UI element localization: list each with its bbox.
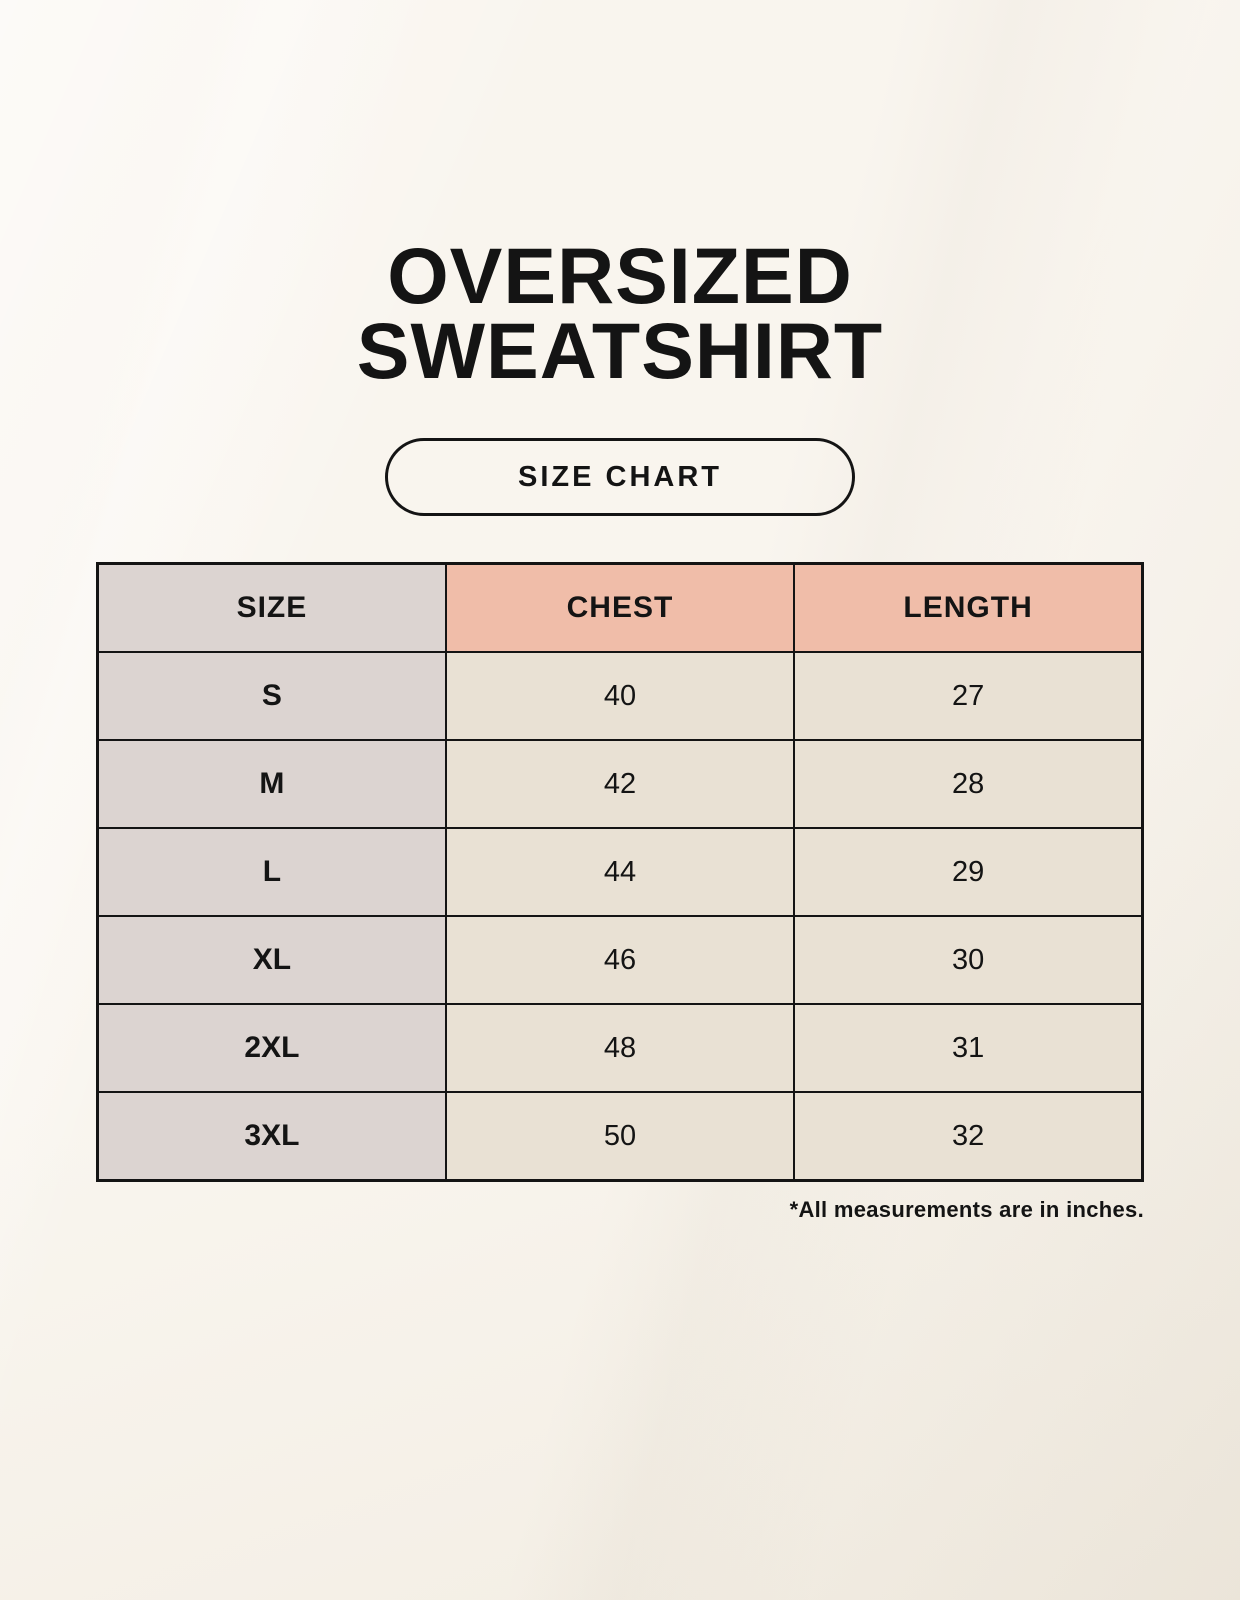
chest-value: 42 — [444, 739, 796, 830]
chest-value: 46 — [444, 915, 796, 1006]
size-label: XL — [96, 915, 447, 1006]
column-header-length: LENGTH — [793, 562, 1144, 654]
title-line-2: SWEATSHIRT — [356, 306, 884, 396]
size-label: M — [96, 739, 447, 830]
table-row: 2XL 48 31 — [96, 1003, 1144, 1094]
size-label: 2XL — [96, 1003, 447, 1094]
size-label: 3XL — [96, 1091, 447, 1182]
size-chart-table: SIZE CHEST LENGTH S 40 27 M 42 28 L — [96, 562, 1144, 1183]
length-value: 28 — [793, 739, 1144, 830]
length-value: 31 — [793, 1003, 1144, 1094]
length-value: 27 — [793, 651, 1144, 742]
page-title: OVERSIZED SWEATSHIRT — [0, 0, 1240, 396]
measurements-footnote: *All measurements are in inches. — [789, 1197, 1144, 1223]
table-row: L 44 29 — [96, 827, 1144, 918]
chest-value: 44 — [444, 827, 796, 918]
column-header-size: SIZE — [96, 562, 447, 654]
size-chart-badge[interactable]: SIZE CHART — [385, 438, 855, 517]
title-line-1: OVERSIZED — [387, 231, 853, 320]
length-value: 29 — [793, 827, 1144, 918]
length-value: 30 — [793, 915, 1144, 1006]
table-header-row: SIZE CHEST LENGTH — [96, 562, 1144, 654]
column-header-chest: CHEST — [444, 562, 796, 654]
table-row: S 40 27 — [96, 651, 1144, 742]
length-value: 32 — [793, 1091, 1144, 1182]
chest-value: 50 — [444, 1091, 796, 1182]
table-row: M 42 28 — [96, 739, 1144, 830]
chest-value: 48 — [444, 1003, 796, 1094]
size-chart-badge-label: SIZE CHART — [518, 460, 722, 493]
table-row: 3XL 50 32 — [96, 1091, 1144, 1182]
size-label: S — [96, 651, 447, 742]
table-row: XL 46 30 — [96, 915, 1144, 1006]
size-label: L — [96, 827, 447, 918]
chest-value: 40 — [444, 651, 796, 742]
